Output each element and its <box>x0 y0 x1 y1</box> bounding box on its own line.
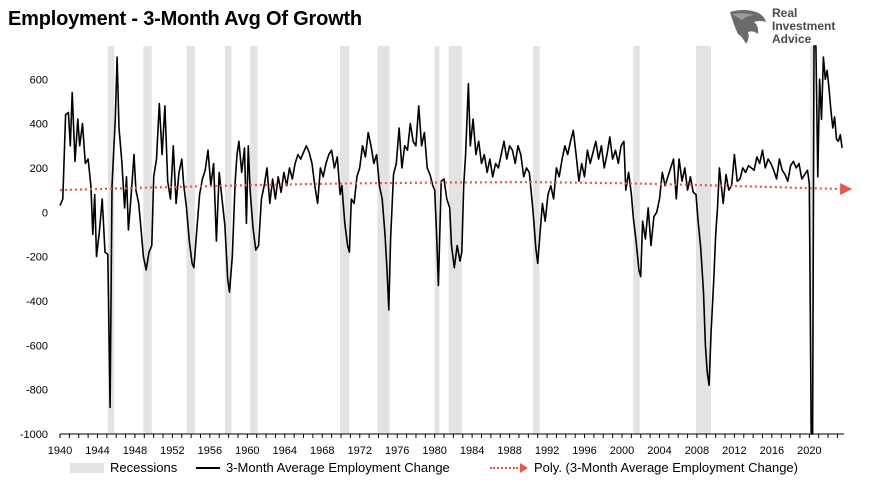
recession-band-8 <box>448 46 462 434</box>
legend: Recessions 3-Month Average Employment Ch… <box>0 460 896 480</box>
y-tick-label: -600 <box>26 340 48 352</box>
line-chart: -1000 -800 -600 -400 -200 0 200 400 600 1940 1944… <box>20 45 853 457</box>
x-tick-label: 2004 <box>647 445 671 457</box>
x-tick-label: 1988 <box>497 445 521 457</box>
y-tick-label: -400 <box>26 296 48 308</box>
logo: Real Investment Advice <box>726 6 856 48</box>
legend-item-series: 3-Month Average Employment Change <box>196 460 450 475</box>
legend-label-recessions: Recessions <box>110 460 178 475</box>
legend-arrow-icon <box>520 462 528 473</box>
x-tick-label: 1992 <box>535 445 559 457</box>
x-tick-label: 2000 <box>610 445 634 457</box>
recession-band-11 <box>696 46 711 434</box>
x-tick-label: 1956 <box>198 445 222 457</box>
logo-text: Real Investment Advice <box>772 7 835 46</box>
x-tick-label: 1952 <box>160 445 184 457</box>
legend-swatch-recessions <box>70 462 104 473</box>
recession-band-2 <box>186 46 195 434</box>
legend-swatch-series <box>196 466 220 469</box>
y-tick-label: 0 <box>42 207 48 219</box>
y-tick-label: -1000 <box>20 429 48 441</box>
y-tick-label: 600 <box>30 74 48 86</box>
eagle-logo-icon <box>730 10 766 44</box>
legend-label-trend: Poly. (3-Month Average Employment Change… <box>534 460 798 475</box>
x-tick-label: 1968 <box>310 445 334 457</box>
y-tick-label: -800 <box>26 385 48 397</box>
x-tick-label: 1984 <box>460 445 484 457</box>
x-tick-label: 1972 <box>347 445 371 457</box>
logo-line-3: Advice <box>772 32 812 46</box>
y-tick-label: -200 <box>26 252 48 264</box>
x-tick-label: 2012 <box>722 445 746 457</box>
logo-line-1: Real <box>772 6 798 20</box>
recession-band-3 <box>224 46 232 434</box>
x-tick-label: 1944 <box>85 445 109 457</box>
x-tick-label: 2020 <box>797 445 821 457</box>
x-tick-label: 1996 <box>572 445 596 457</box>
recession-band-9 <box>533 46 540 434</box>
recession-band-6 <box>377 46 390 434</box>
x-tick-label: 1964 <box>273 445 297 457</box>
trend-arrowhead <box>840 183 853 196</box>
recession-band-12 <box>810 46 814 434</box>
chart-title: Employment - 3-Month Avg Of Growth <box>8 8 362 30</box>
x-tick-label: 1976 <box>385 445 409 457</box>
legend-item-trend: Poly. (3-Month Average Employment Change… <box>490 460 798 475</box>
x-axis-ticks: 1940 1944 1948 1952 1956 1960 1964 1968 1972 1976… <box>48 434 838 457</box>
recession-band-1 <box>143 46 152 434</box>
x-tick-label: 1940 <box>48 445 72 457</box>
x-tick-label: 1948 <box>123 445 147 457</box>
legend-item-recessions: Recessions <box>70 460 177 475</box>
y-axis-labels: -1000 -800 -600 -400 -200 0 200 400 600 <box>20 74 48 441</box>
y-tick-label: 200 <box>30 163 48 175</box>
recession-band-5 <box>340 46 350 434</box>
y-tick-label: 400 <box>30 119 48 131</box>
series-line-employment-change <box>59 45 843 435</box>
x-tick-label: 2008 <box>685 445 709 457</box>
logo-line-2: Investment <box>772 19 836 33</box>
x-tick-label: 1960 <box>235 445 259 457</box>
legend-label-series: 3-Month Average Employment Change <box>226 460 450 475</box>
legend-swatch-trend <box>490 466 518 469</box>
x-tick-label: 1980 <box>422 445 446 457</box>
x-tick-label: 2016 <box>760 445 784 457</box>
